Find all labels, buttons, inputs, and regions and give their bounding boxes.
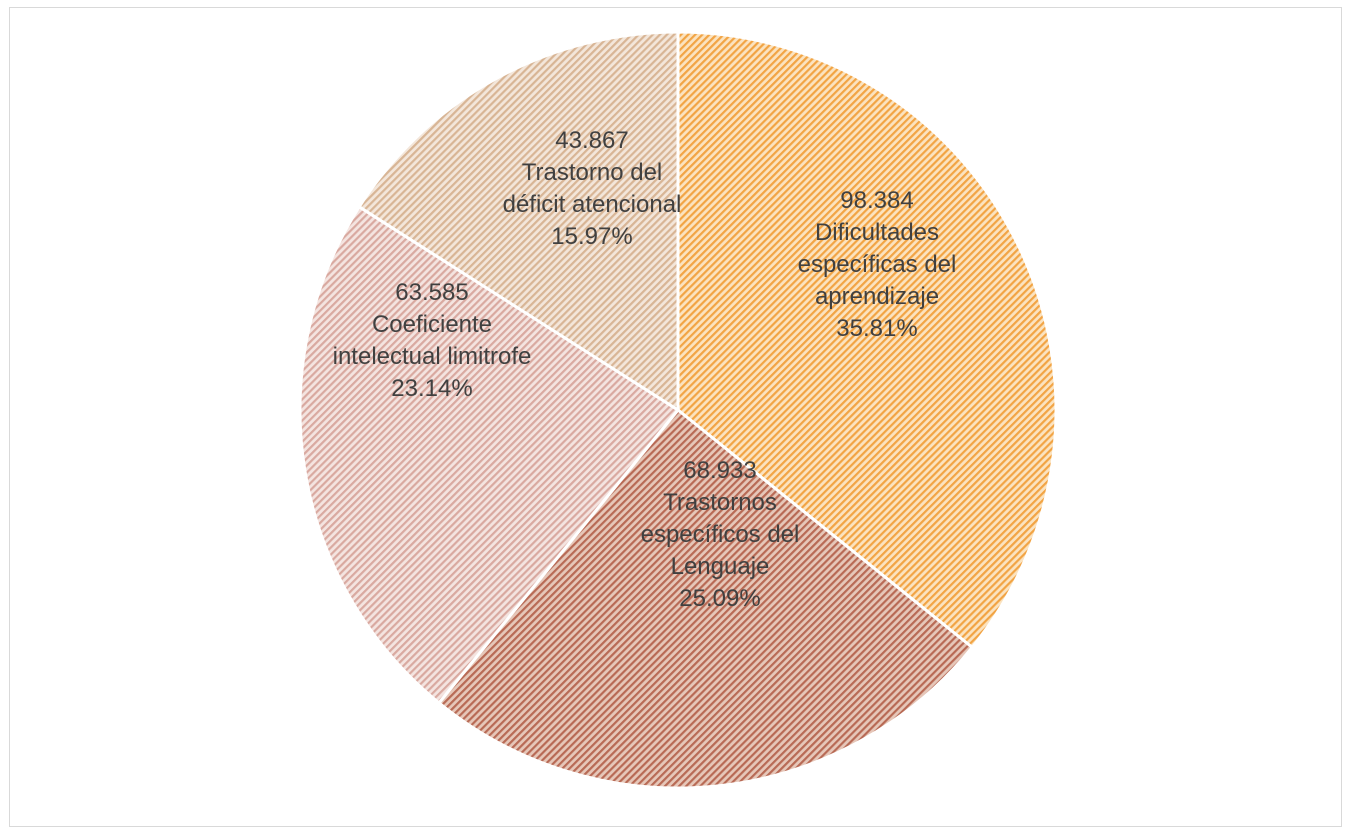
slice-label-2: 63.585 Coeficiente intelectual limitrofe 23… [333,279,532,402]
slice-category-label: Trastorno del [522,159,663,186]
slice-category-label: Coeficiente [372,311,492,338]
pie-labels: 98.384 Dificultades específicas del aprendi… [333,127,957,612]
slice-percent-label: 15.97% [551,223,632,250]
slice-category-label: intelectual limitrofe [333,343,532,370]
slice-percent-label: 35.81% [836,315,917,342]
slice-category-label: Lenguaje [671,553,770,580]
pie-slice-3 [357,30,680,413]
slice-label-3: 43.867 Trastorno del déficit atencional 15.… [503,127,682,250]
pie-slice-2 [298,204,681,705]
pie-slice-0 [676,30,1058,650]
slice-category-label: Dificultades [815,219,939,246]
slice-value-label: 43.867 [555,127,628,154]
slice-category-label: específicos del [641,521,800,548]
slice-category-label: déficit atencional [503,191,682,218]
slice-percent-label: 23.14% [391,375,472,402]
slice-percent-label: 25.09% [679,585,760,612]
pie-slices [298,30,1058,790]
slice-label-0: 98.384 Dificultades específicas del aprendi… [798,187,957,342]
slice-label-1: 68.933 Trastornos específicos del Lenguaje 2… [641,457,800,612]
slice-category-label: específicas del [798,251,957,278]
slice-value-label: 98.384 [840,187,913,214]
slice-category-label: aprendizaje [815,283,939,310]
slice-category-label: Trastornos [663,489,777,516]
slice-value-label: 68.933 [683,457,756,484]
slice-value-label: 63.585 [395,279,468,306]
pie-slice-1 [436,407,975,790]
